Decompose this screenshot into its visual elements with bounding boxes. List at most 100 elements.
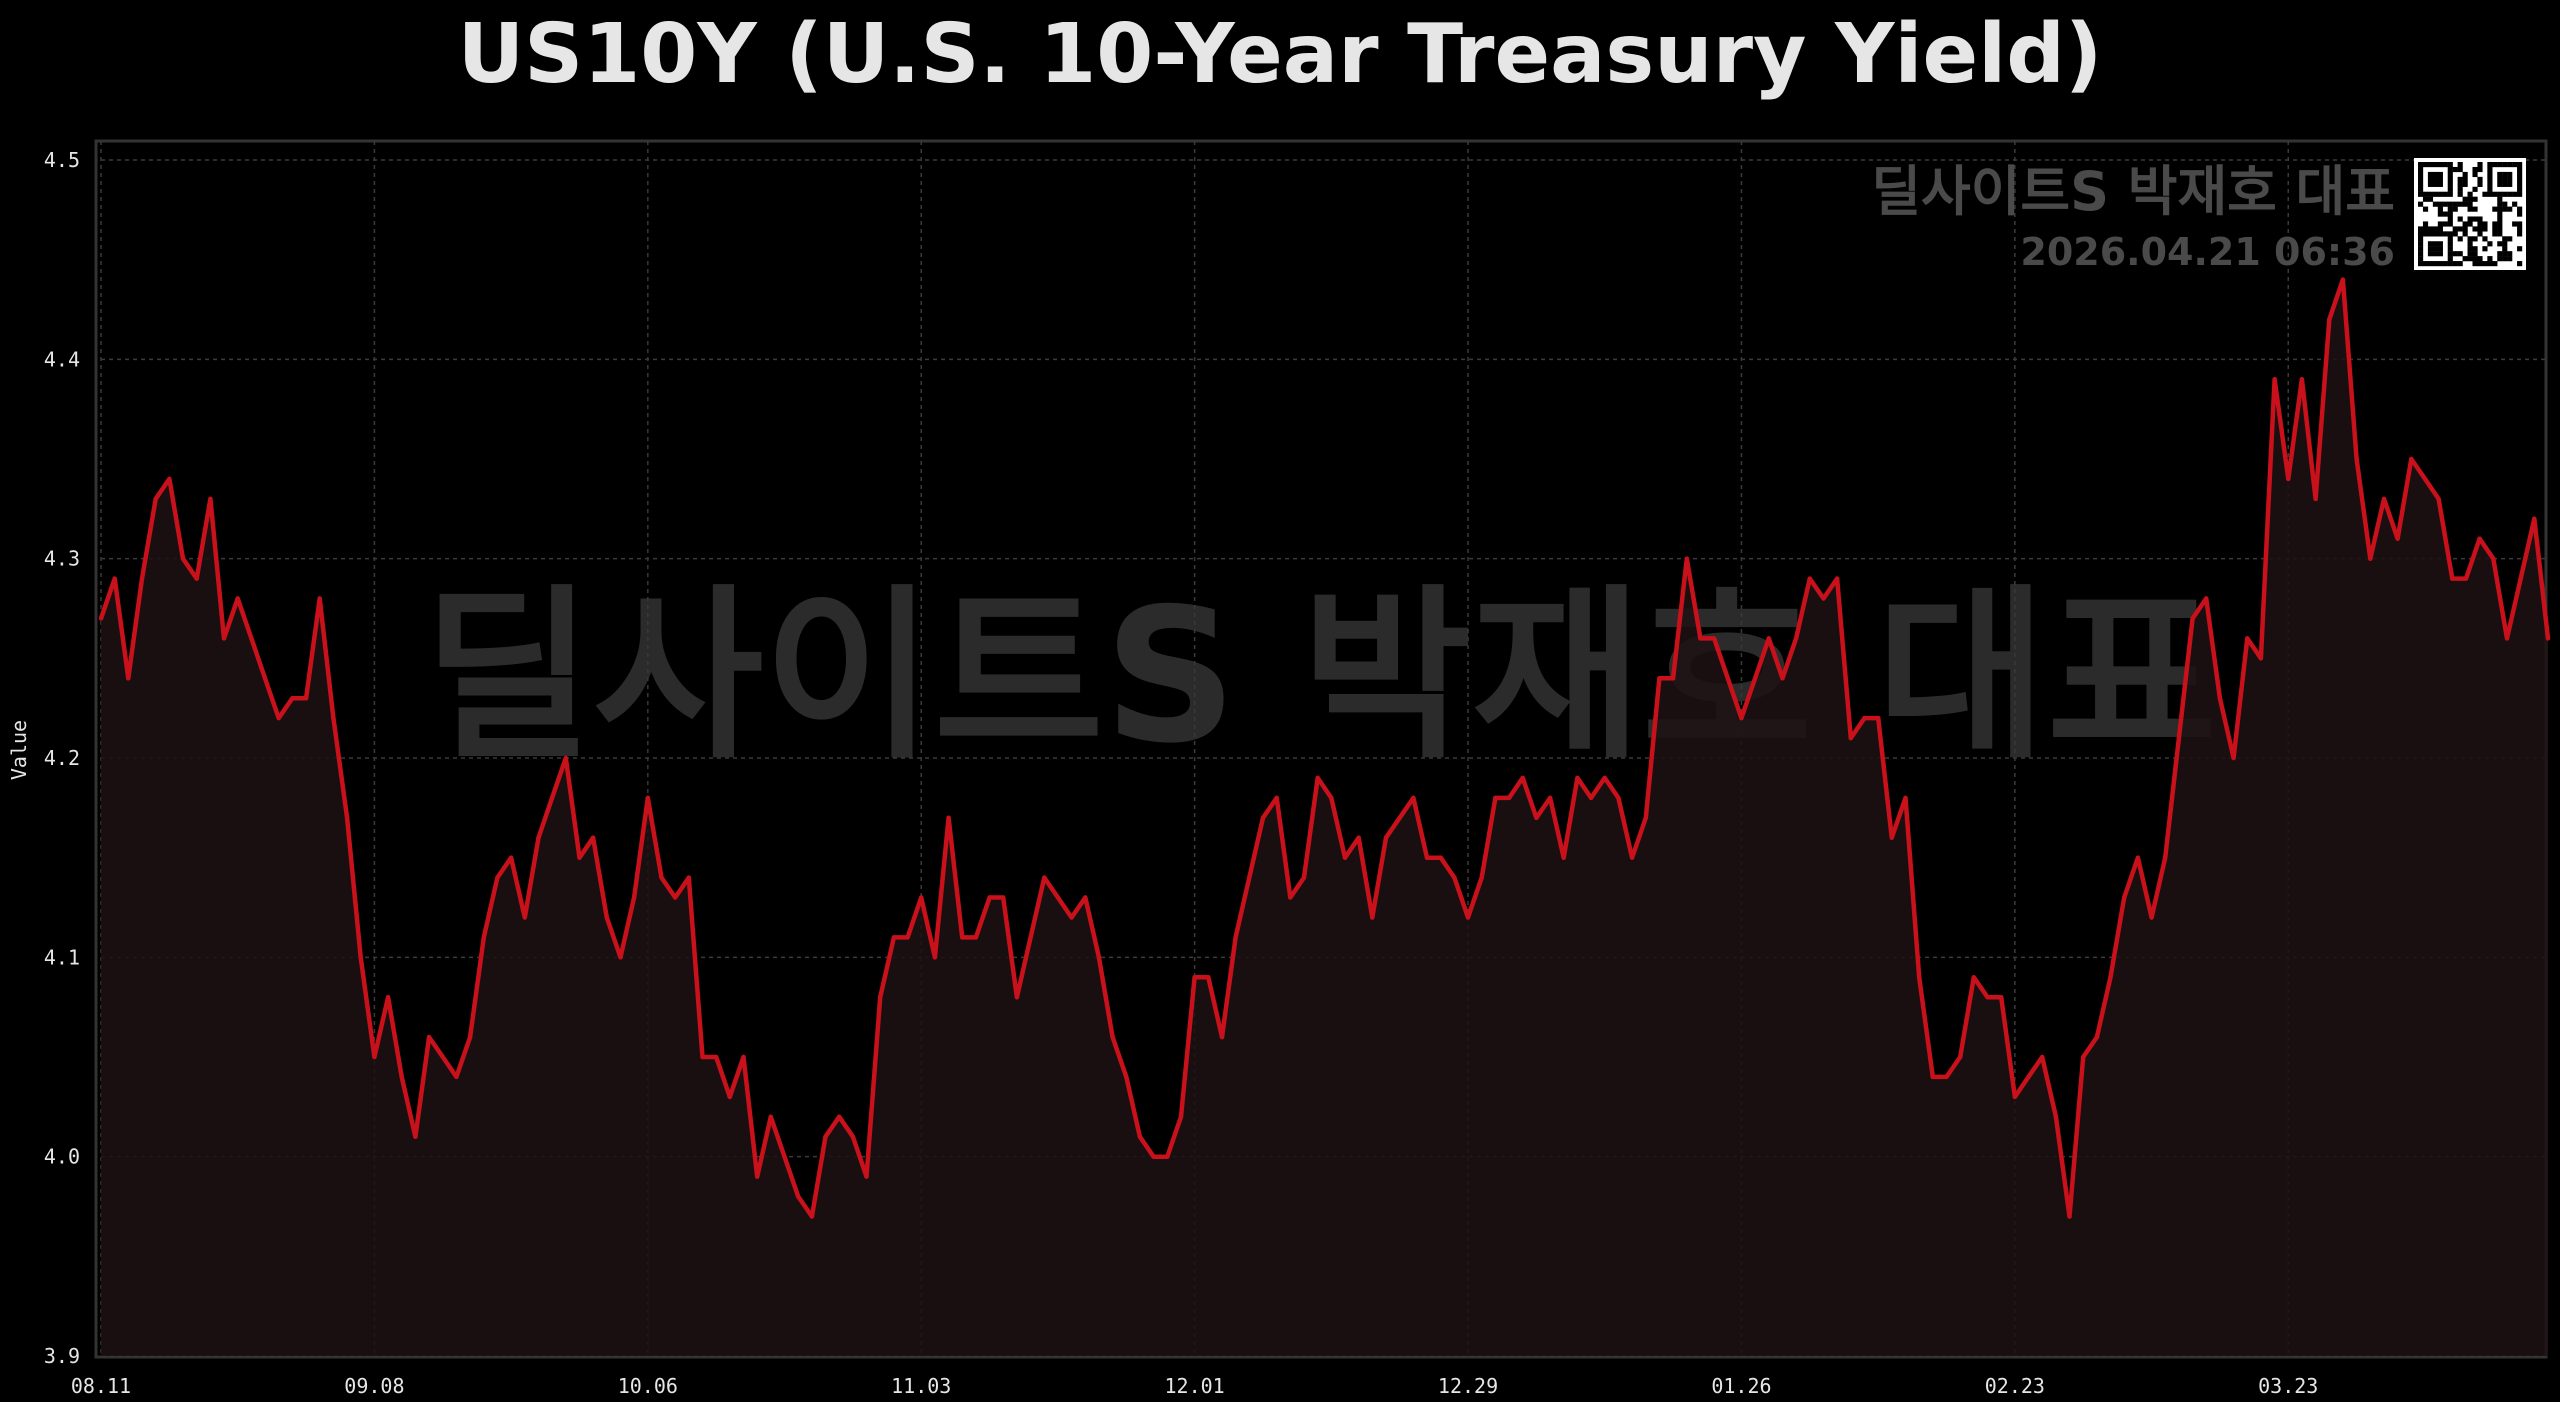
data-point [1725, 676, 1731, 681]
data-point [2477, 536, 2482, 541]
data-point [1301, 875, 1307, 880]
series-line [98, 277, 2551, 1219]
data-point [2313, 496, 2318, 502]
data-point [2340, 277, 2346, 282]
data-point [1506, 795, 1512, 801]
data-point [1424, 855, 1430, 860]
data-point [221, 636, 227, 641]
data-point [1547, 795, 1553, 801]
grid [100, 141, 2548, 1357]
y-axis-label: Value [7, 720, 31, 780]
data-point [919, 895, 924, 900]
data-point [590, 835, 596, 840]
data-point [837, 1114, 842, 1120]
y-tick-label: 4.3 [44, 547, 80, 571]
data-point [1629, 855, 1635, 860]
data-point [1055, 895, 1061, 900]
data-point [1698, 636, 1703, 641]
data-point [2258, 656, 2264, 661]
data-point [2176, 735, 2182, 741]
data-point [1137, 1134, 1143, 1139]
data-point [1014, 995, 1020, 1000]
x-tick-label: 08.11 [71, 1374, 131, 1398]
data-point [1260, 815, 1266, 820]
x-tick-label: 12.29 [1438, 1374, 1498, 1398]
data-point [249, 636, 254, 641]
data-point [2135, 855, 2141, 860]
data-point [2149, 915, 2154, 920]
data-point [1479, 875, 1484, 880]
data-point [1083, 895, 1088, 900]
data-point [2450, 576, 2455, 581]
data-point [645, 795, 650, 801]
data-point [755, 1174, 760, 1179]
chart-title: US10Y (U.S. 10-Year Treasury Yield) [458, 7, 2103, 102]
data-point [850, 1134, 856, 1139]
data-point [2436, 496, 2441, 502]
x-tick-labels: 08.11 09.08 10.06 11.03 12.01 12.29 01.26 02.23… [71, 1374, 2318, 1398]
data-point [2190, 616, 2195, 621]
data-point [2327, 317, 2332, 322]
data-point [2395, 536, 2400, 541]
data-point [1711, 636, 1717, 641]
data-point [413, 1134, 418, 1139]
data-point [1028, 935, 1033, 940]
data-point [1151, 1154, 1156, 1159]
x-tick-label: 11.03 [891, 1374, 951, 1398]
data-point [960, 935, 965, 940]
data-point [153, 496, 158, 502]
series-line-path [98, 277, 2551, 1219]
data-point [1807, 576, 1813, 581]
data-point [262, 676, 268, 681]
data-point [563, 755, 568, 761]
data-point [1096, 955, 1102, 960]
data-point [317, 596, 322, 601]
data-point [1670, 676, 1676, 681]
data-point [1288, 895, 1293, 900]
data-point [946, 815, 951, 820]
data-point [1903, 795, 1908, 801]
data-point [741, 1054, 746, 1060]
series-area [101, 279, 2548, 1357]
data-point [180, 556, 186, 561]
data-point [1329, 795, 1334, 801]
data-point [549, 795, 555, 801]
data-point [1315, 775, 1320, 781]
data-point [1520, 775, 1525, 781]
data-point [932, 955, 938, 960]
data-point [1862, 715, 1867, 721]
data-point [2532, 516, 2537, 521]
data-point [1602, 775, 1607, 781]
data-point [1944, 1074, 1949, 1080]
data-point [2108, 975, 2113, 980]
data-point [194, 576, 199, 581]
data-point [1397, 815, 1402, 820]
data-point [1684, 556, 1690, 561]
data-point [2067, 1214, 2072, 1219]
data-point [2422, 476, 2428, 482]
data-point [1370, 915, 1375, 920]
data-point [1069, 915, 1074, 920]
data-point [385, 995, 391, 1000]
data-point [1192, 975, 1197, 980]
data-point [2163, 855, 2168, 860]
data-point [2122, 895, 2127, 900]
x-tick-label: 02.23 [1985, 1374, 2045, 1398]
data-point [1124, 1074, 1129, 1080]
data-point [618, 955, 623, 960]
data-point [1110, 1034, 1115, 1040]
data-point [1356, 835, 1361, 840]
data-point [522, 915, 527, 920]
data-point [659, 875, 664, 880]
data-point [1876, 715, 1881, 721]
data-point [2231, 755, 2236, 761]
data-point [1493, 795, 1498, 801]
data-point [1001, 895, 1006, 900]
data-point [167, 476, 172, 482]
data-point [1616, 795, 1621, 801]
data-point [1165, 1154, 1170, 1159]
data-point [1780, 676, 1785, 681]
data-point [1971, 975, 1977, 980]
data-point [358, 955, 363, 960]
